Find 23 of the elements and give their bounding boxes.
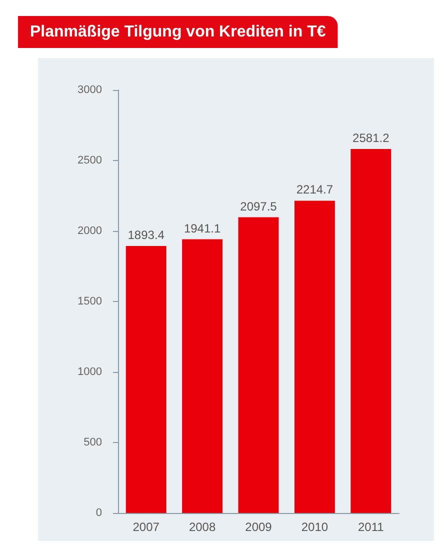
x-tick-label: 2010 (301, 520, 328, 534)
y-tick-label: 1000 (78, 366, 102, 378)
x-tick-label: 2008 (188, 520, 216, 534)
x-tick-label: 2007 (132, 520, 160, 534)
bar (182, 239, 223, 513)
y-tick-label: 1500 (78, 296, 102, 308)
data-label: 2214.7 (296, 182, 334, 197)
y-tick-label: 500 (84, 436, 102, 448)
data-label: 1893.4 (128, 228, 165, 242)
bar (350, 149, 392, 513)
chart-title: Planmäßige Tilgung von Krediten in T€ (30, 24, 326, 40)
bar (238, 217, 279, 513)
bar (126, 246, 166, 513)
data-label: 2581.2 (352, 131, 390, 146)
y-tick-label: 2500 (78, 154, 102, 166)
bar (294, 200, 335, 513)
data-label: 2097.5 (240, 199, 278, 214)
y-tick-label: 3000 (78, 84, 102, 96)
x-tick-label: 2009 (245, 520, 272, 534)
x-tick-label: 2011 (358, 520, 384, 534)
y-tick-label: 2000 (78, 225, 102, 237)
data-label: 1941.1 (184, 221, 221, 236)
y-tick-label: 0 (96, 507, 102, 519)
